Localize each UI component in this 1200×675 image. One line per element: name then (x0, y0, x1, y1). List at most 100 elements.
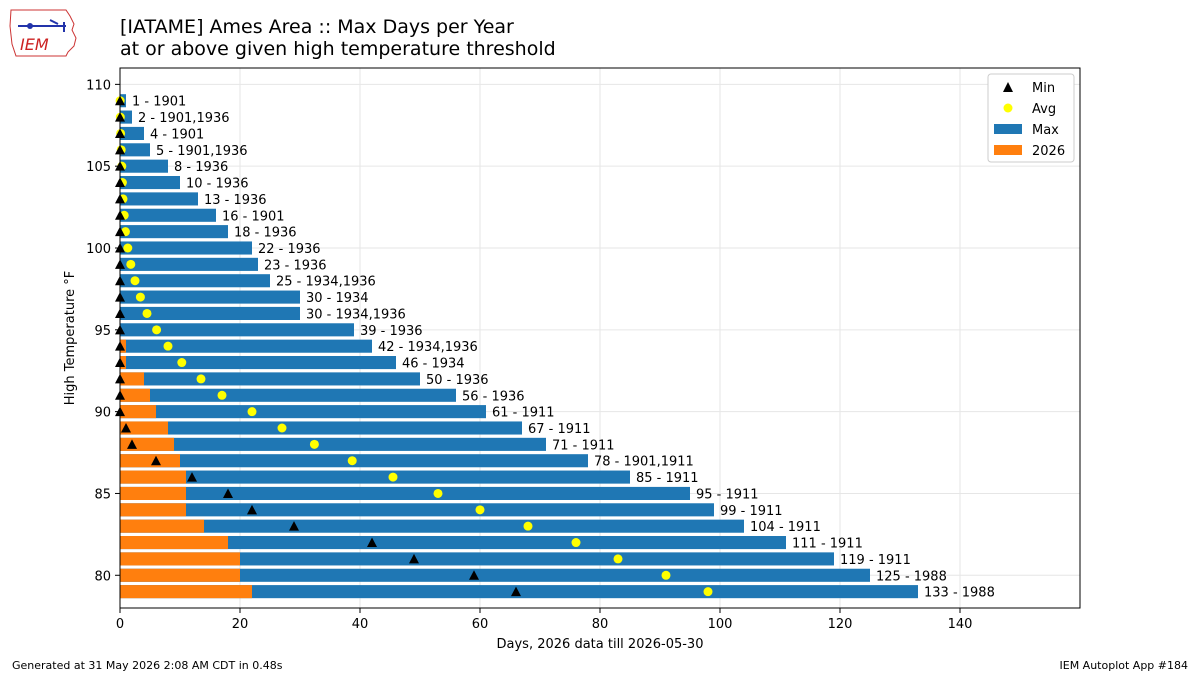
bar-label: 4 - 1901 (150, 127, 204, 142)
avg-marker (126, 259, 136, 269)
y-axis-label: High Temperature °F (63, 271, 78, 405)
avg-marker (130, 276, 140, 286)
bar-label: 23 - 1936 (264, 258, 327, 273)
year-2026-bar (120, 372, 144, 386)
avg-marker (613, 554, 623, 564)
bar-label: 42 - 1934,1936 (378, 340, 478, 355)
y-tick-label: 95 (94, 324, 111, 339)
bars-layer (120, 94, 918, 599)
logo-text: IEM (20, 35, 49, 54)
max-bar (120, 241, 252, 255)
max-bar (120, 552, 834, 566)
avg-marker (277, 423, 287, 433)
avg-marker (163, 341, 173, 351)
legend-2026-swatch (994, 145, 1022, 155)
max-bar (120, 536, 786, 550)
min-marker (247, 504, 257, 515)
legend: Min Avg Max 2026 (987, 73, 1075, 163)
generated-footer: Generated at 31 May 2026 2:08 AM CDT in … (12, 659, 283, 672)
title-line-2: at or above given high temperature thres… (120, 38, 556, 60)
legend-min-label: Min (1032, 81, 1055, 96)
year-2026-bar (120, 585, 252, 599)
max-bar (120, 225, 228, 239)
min-marker (511, 586, 521, 597)
bar-label: 125 - 1988 (876, 569, 947, 584)
max-bar (120, 421, 522, 435)
y-tick-label: 110 (86, 78, 111, 93)
year-2026-bar (120, 356, 126, 370)
bar-label: 10 - 1936 (186, 177, 249, 192)
max-bar (120, 405, 486, 419)
bar-label: 133 - 1988 (924, 586, 995, 601)
min-marker (223, 488, 233, 498)
max-bar (120, 257, 258, 271)
year-2026-bar (120, 339, 126, 353)
max-bar (120, 159, 168, 173)
max-bar (120, 143, 150, 157)
legend-2026-label: 2026 (1032, 144, 1065, 159)
x-tick-label: 40 (352, 617, 369, 632)
title-line-1: [IATAME] Ames Area :: Max Days per Year (120, 16, 514, 38)
x-axis-label: Days, 2026 data till 2026-05-30 (497, 637, 704, 652)
year-2026-bar (120, 552, 240, 566)
legend-avg-marker (1003, 103, 1013, 113)
avg-marker (703, 587, 713, 597)
app-footer: IEM Autoplot App #184 (1059, 659, 1189, 672)
min-marker (409, 553, 419, 564)
avg-marker (123, 243, 133, 253)
bar-label: 85 - 1911 (636, 471, 699, 486)
bar-label: 25 - 1934,1936 (276, 275, 376, 290)
bar-label: 104 - 1911 (750, 520, 821, 535)
y-tick-label: 80 (94, 569, 111, 584)
avg-marker (475, 505, 485, 515)
max-bar (120, 208, 216, 222)
bar-label: 50 - 1936 (426, 373, 489, 388)
min-marker (469, 570, 479, 580)
bar-label: 5 - 1901,1936 (156, 144, 248, 159)
max-bar (120, 306, 300, 320)
max-bar (120, 274, 270, 288)
avg-marker (433, 488, 443, 498)
year-2026-bar (120, 405, 156, 419)
min-marker (151, 455, 161, 466)
bar-label: 71 - 1911 (552, 438, 615, 453)
avg-marker (217, 390, 227, 400)
max-bar (120, 192, 198, 206)
max-bar (120, 470, 630, 484)
x-tick-label: 20 (232, 617, 249, 632)
min-marker (187, 472, 197, 482)
bar-label: 30 - 1934 (306, 291, 369, 306)
bar-label: 22 - 1936 (258, 242, 321, 257)
chart-title: [IATAME] Ames Area :: Max Days per Year … (120, 16, 556, 60)
bar-label: 99 - 1911 (720, 504, 783, 519)
avg-marker (247, 407, 257, 417)
max-bar (120, 437, 546, 451)
max-bar (120, 519, 744, 533)
legend-avg-label: Avg (1032, 102, 1056, 117)
x-tick-label: 60 (472, 617, 489, 632)
iem-logo: IEM (9, 9, 77, 57)
avg-marker (388, 472, 398, 482)
avg-marker (196, 374, 206, 384)
bar-label: 119 - 1911 (840, 553, 911, 568)
bar-label: 111 - 1911 (792, 537, 863, 552)
max-bar (120, 388, 456, 402)
bar-label: 46 - 1934 (402, 357, 465, 372)
max-bar (120, 290, 300, 304)
bar-label: 30 - 1934,1936 (306, 307, 406, 322)
avg-marker (177, 358, 187, 368)
max-bar (120, 585, 918, 599)
avg-marker (309, 439, 319, 449)
x-tick-label: 100 (708, 617, 733, 632)
avg-marker (661, 570, 671, 580)
bar-label: 67 - 1911 (528, 422, 591, 437)
year-2026-bar (120, 486, 186, 500)
max-bar (120, 503, 714, 517)
avg-marker (523, 521, 533, 531)
year-2026-bar (120, 503, 186, 517)
avg-marker (347, 456, 357, 466)
min-marker (127, 439, 137, 449)
bar-label: 61 - 1911 (492, 406, 555, 421)
